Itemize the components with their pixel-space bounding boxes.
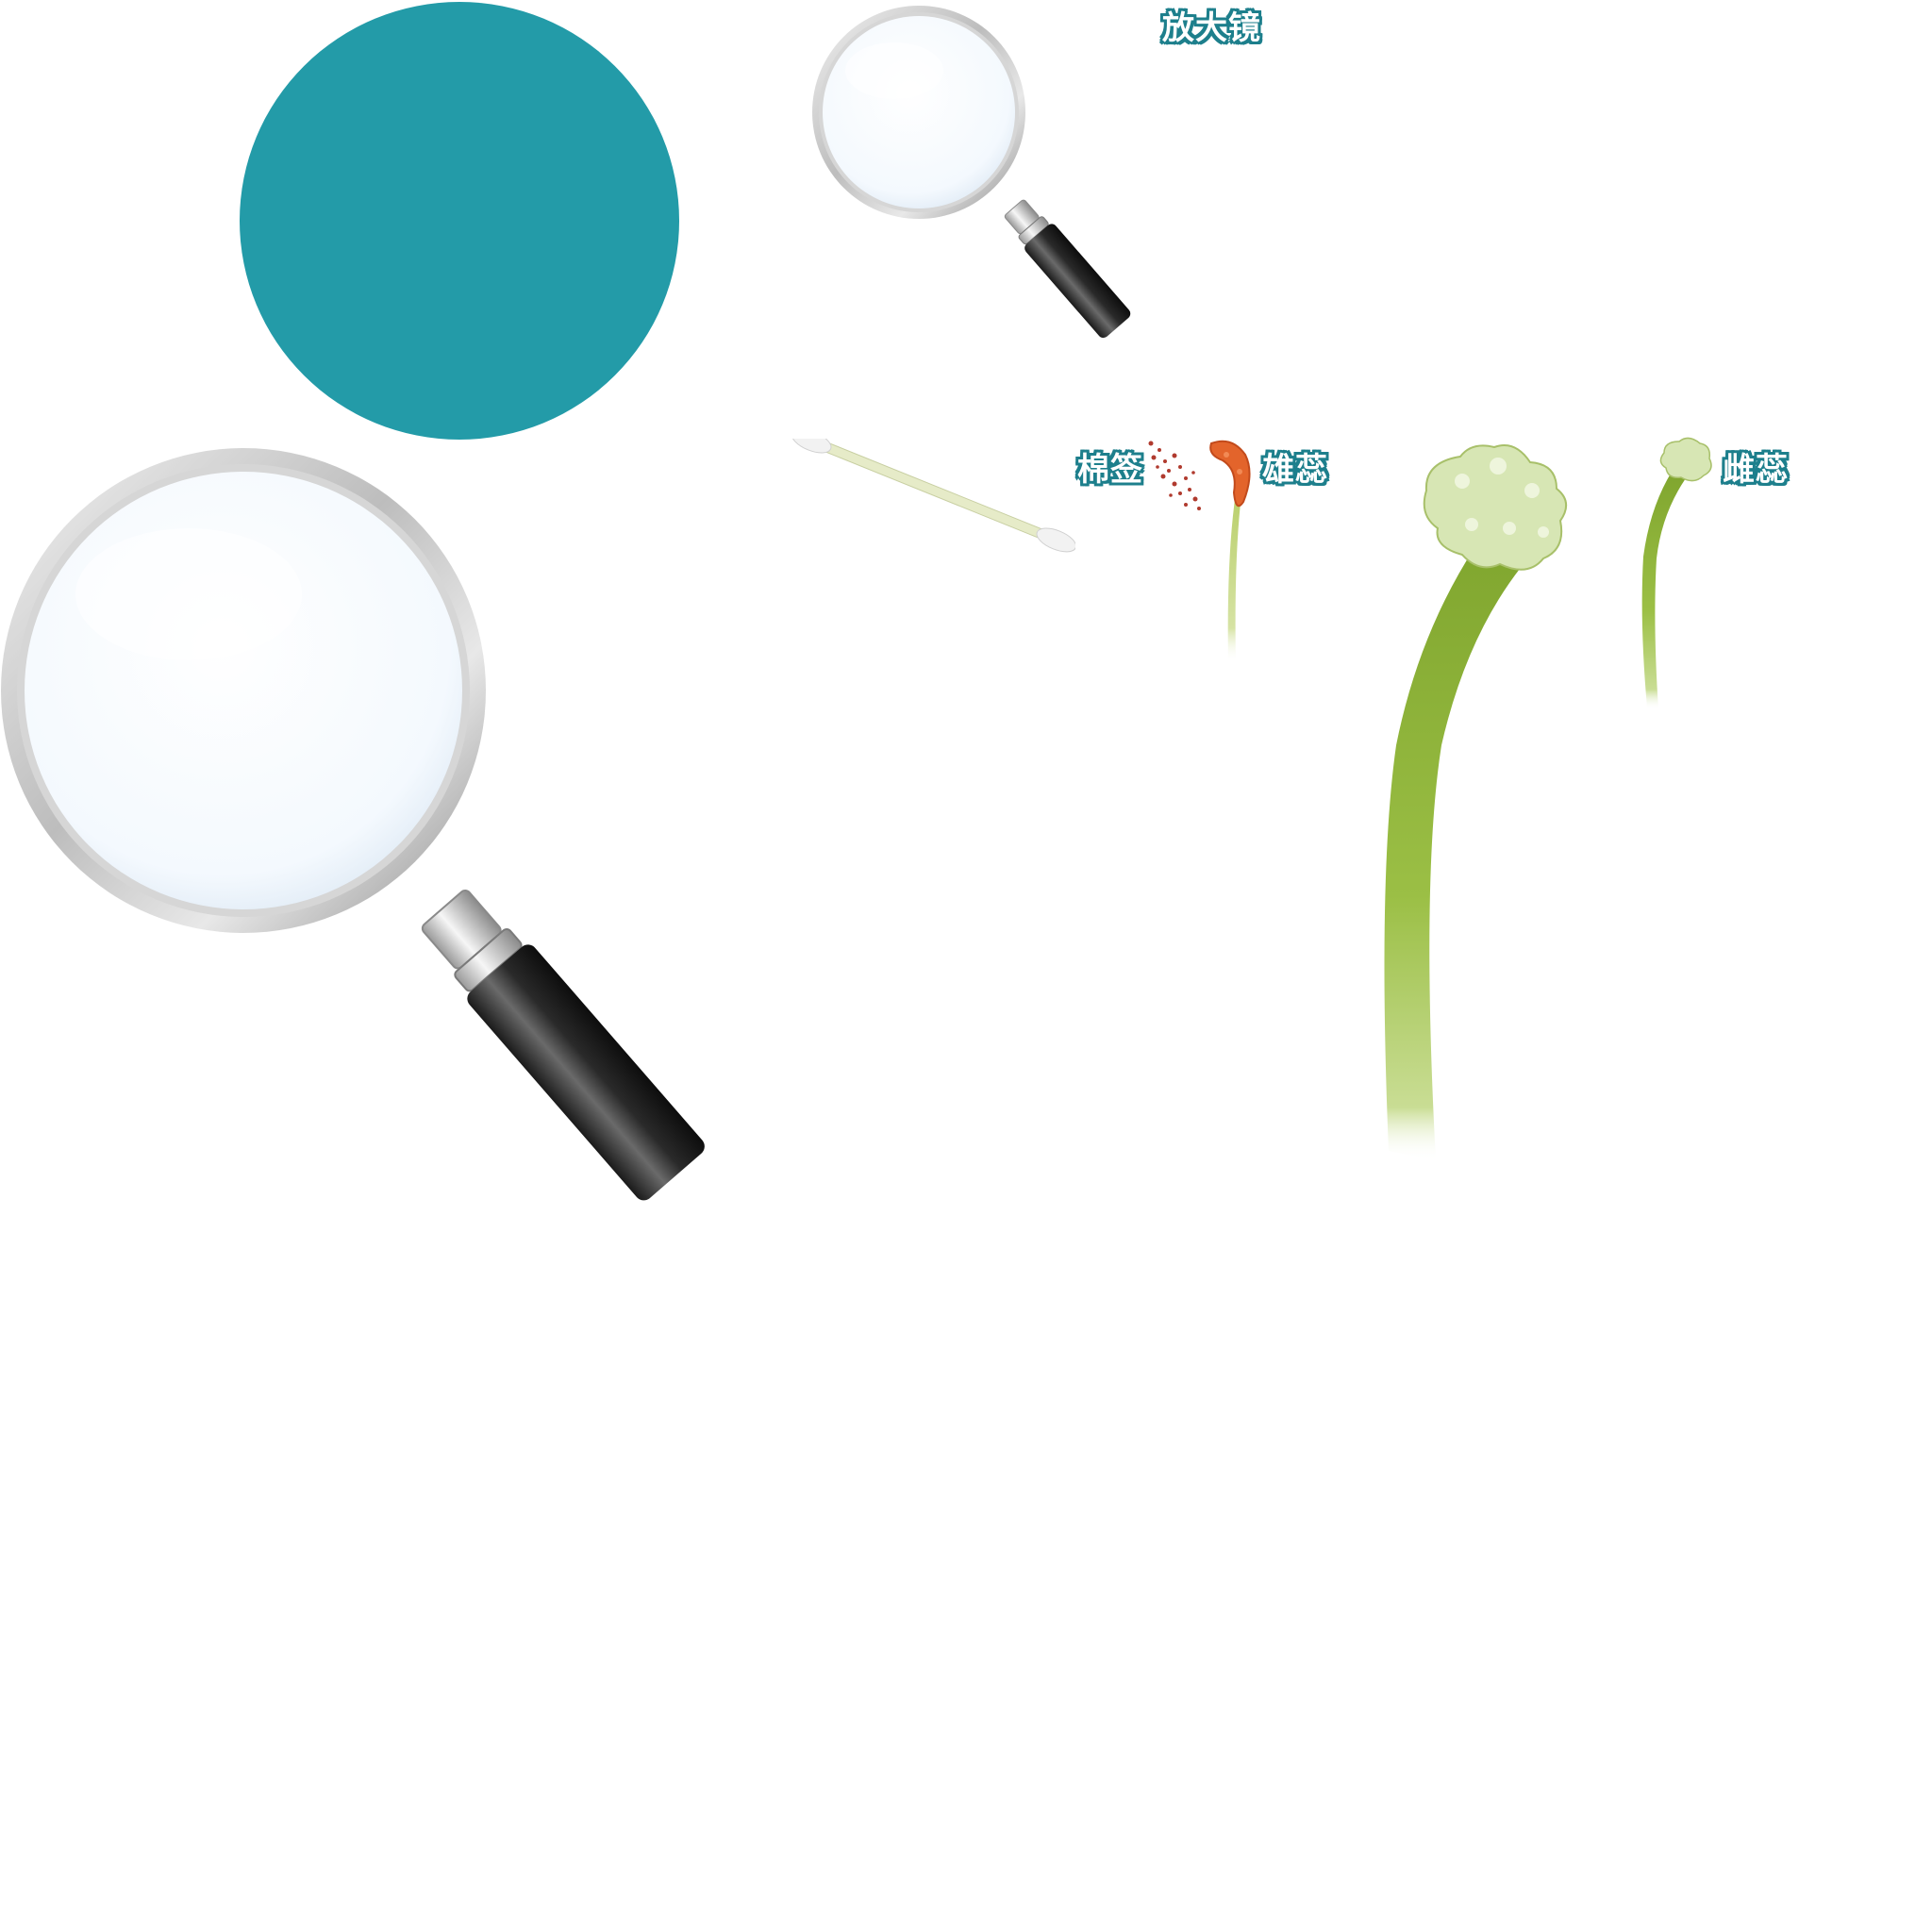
magnifying-glass-icon[interactable] (0, 443, 802, 1245)
pistil-label: 雌蕊 (1723, 451, 1789, 489)
cotton-swab-icon[interactable] (792, 439, 1075, 580)
pistil-icon[interactable] (1321, 434, 1623, 1179)
stamen-label: 雄蕊 (1262, 451, 1328, 489)
magnifier-label: 放大镜 (1162, 9, 1261, 47)
faint-ghost-text-left (6, 19, 19, 62)
pistil-icon[interactable] (1613, 434, 1717, 717)
cotton-swab-label: 棉签 (1077, 451, 1143, 489)
teal-circle (240, 2, 679, 440)
stamen-icon[interactable] (1198, 436, 1264, 672)
magnifying-glass-icon[interactable] (811, 5, 1170, 363)
pollen-particles (1148, 441, 1201, 510)
